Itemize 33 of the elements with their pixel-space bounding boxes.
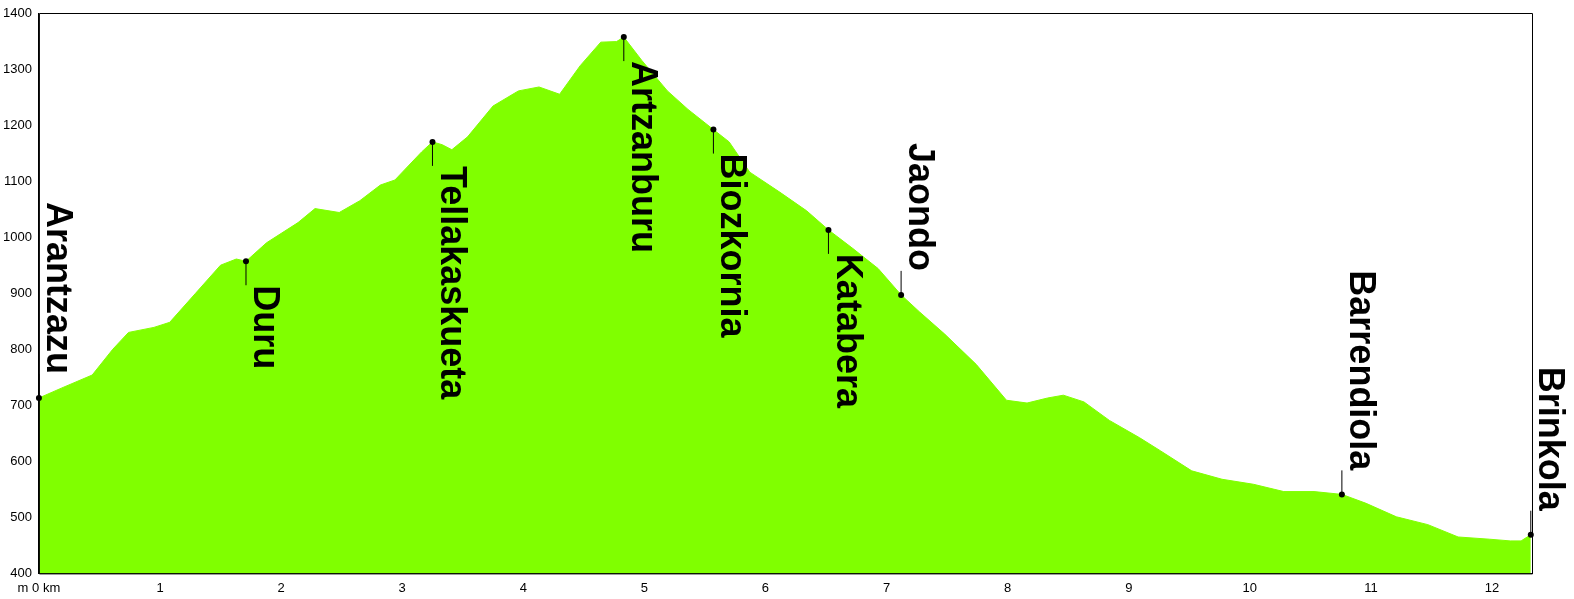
y-tick-label: 900 [10,284,32,300]
x-tick-label: 4 [519,579,527,595]
x-tick-label: 1 [156,579,164,595]
x-tick-label: 8 [1004,579,1012,595]
y-tick-label: 800 [10,340,32,356]
x-tick-label: 2 [277,579,285,595]
annotation: Artzanburu [623,61,665,254]
annotation: Brinkola [1530,366,1572,512]
y-tick-label: 700 [10,396,32,412]
y-tick-label: 1400 [3,4,32,20]
annotation: Katabera [828,253,870,409]
x-tick-label: 6 [761,579,770,595]
x-tick-label: 12 [1484,579,1500,595]
x-tick-label: m 0 km [17,579,61,595]
annotation: Duru [246,285,288,370]
annotation: Barrendiola [1341,270,1383,472]
x-tick-label: 3 [398,579,406,595]
y-tick-label: 600 [10,452,32,468]
y-tick-label: 1200 [3,116,32,132]
y-tick-label: 1300 [3,60,32,76]
annotation: Tellakaskueta [432,165,474,401]
x-tick-label: 7 [882,579,891,595]
x-tick-label: 10 [1242,579,1258,595]
x-tick-label: 11 [1364,579,1378,595]
annotation: Biozkornia [713,153,755,339]
x-tick-label: 9 [1125,579,1133,595]
x-tick-label: 5 [640,579,648,595]
y-tick-label: 1000 [3,228,32,244]
annotation: Arantzazu [39,201,80,375]
annotation: Jaondo [901,142,943,271]
y-tick-label: 500 [10,508,32,524]
y-tick-label: 400 [10,564,32,580]
y-tick-label: 1100 [3,172,32,188]
